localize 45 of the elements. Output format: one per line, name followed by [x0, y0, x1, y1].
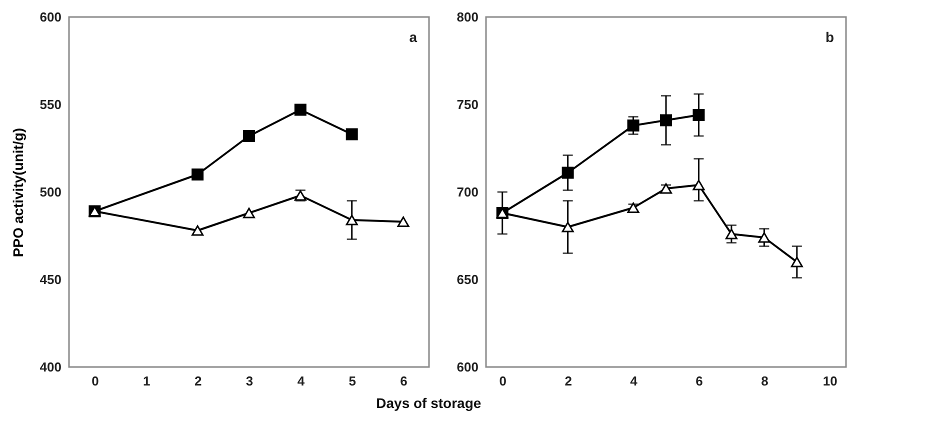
x-tick-label: 0 — [92, 374, 99, 388]
x-tick-label: 10 — [822, 374, 838, 388]
point — [758, 232, 770, 243]
x-tick-label: 1 — [143, 374, 150, 388]
point — [692, 109, 705, 121]
x-tick-label: 4 — [297, 374, 306, 388]
point — [192, 225, 204, 236]
point — [294, 104, 306, 116]
x-tick-label: 5 — [348, 374, 356, 388]
y-tick-label: 450 — [40, 272, 62, 287]
x-tick-label: 3 — [246, 374, 254, 388]
y-tick-label: 700 — [456, 184, 478, 200]
point — [627, 120, 640, 132]
x-tick-label: 2 — [194, 374, 202, 388]
point — [660, 183, 672, 194]
point — [346, 128, 358, 140]
point — [192, 168, 204, 180]
point — [660, 114, 672, 126]
y-tick-label: 600 — [40, 10, 62, 24]
point — [562, 166, 574, 179]
x-axis-title: Days of storage — [376, 394, 482, 411]
y-tick-label: 750 — [456, 97, 478, 112]
point — [397, 216, 410, 228]
x-tick-label: 6 — [400, 374, 408, 388]
x-tick-label: 8 — [761, 374, 768, 388]
annotation: a — [409, 29, 418, 45]
x-tick-label: 6 — [696, 374, 703, 388]
point — [692, 180, 705, 190]
point — [243, 208, 255, 218]
y-tick-label: 800 — [456, 10, 478, 24]
point — [562, 222, 574, 232]
x-tick-label: 2 — [564, 374, 572, 388]
y-tick-label: 400 — [40, 360, 62, 374]
x-tick-label: 4 — [630, 374, 638, 388]
point — [790, 256, 803, 268]
point — [725, 228, 738, 240]
y-tick-label: 600 — [456, 360, 478, 374]
y-tick-label: 500 — [40, 184, 62, 200]
annotation: b — [825, 29, 834, 45]
x-tick-label: 0 — [499, 374, 506, 388]
y-axis-title: PPO activity(unit/g) — [10, 128, 26, 258]
y-tick-label: 550 — [40, 97, 62, 112]
point — [346, 214, 358, 226]
y-tick-label: 650 — [456, 272, 478, 287]
point — [243, 130, 255, 142]
